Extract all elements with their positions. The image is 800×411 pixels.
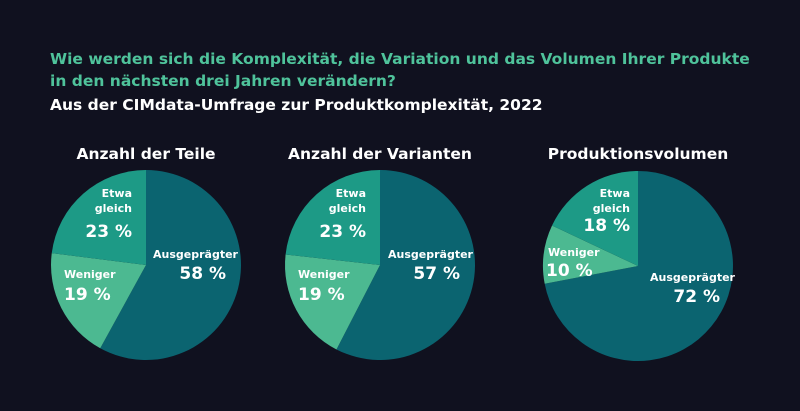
label-etwa-gleich: Etwa gleich: [328, 187, 366, 215]
pie-slice-ausgepr-gter: [100, 170, 241, 360]
pie-slice-etwa-gleich: [552, 171, 638, 266]
label-etwa-gleich: Etwa gleich: [94, 187, 132, 215]
value-etwa-gleich: 18 %: [583, 216, 630, 236]
pie-slice-weniger: [50, 253, 146, 349]
value-ausgepraegter: 72 %: [673, 287, 720, 307]
label-weniger: Weniger: [64, 268, 116, 281]
pie-slice-etwa-gleich: [51, 170, 147, 265]
label-etwa-gleich: Etwa gleich: [592, 187, 630, 215]
label-ausgepraegter: Ausgeprägter: [153, 248, 238, 261]
label-weniger: Weniger: [548, 246, 600, 259]
pie-title-teile: Anzahl der Teile: [76, 145, 216, 163]
label-ausgepraegter: Ausgeprägter: [650, 271, 735, 284]
pie-title-volumen: Produktionsvolumen: [547, 145, 729, 163]
value-ausgepraegter: 57 %: [413, 264, 460, 284]
pie-slice-etwa-gleich: [285, 170, 380, 265]
pie-slice-ausgepr-gter: [336, 170, 476, 360]
value-etwa-gleich: 23 %: [85, 222, 132, 242]
pie-slice-ausgepr-gter: [544, 171, 734, 361]
pie-slice-weniger: [543, 225, 638, 284]
value-ausgepraegter: 58 %: [179, 264, 226, 284]
value-weniger: 10 %: [546, 261, 593, 281]
subtitle: Aus der CIMdata-Umfrage zur Produktkompl…: [50, 96, 543, 114]
value-weniger: 19 %: [64, 285, 111, 305]
pie-slice-weniger: [285, 254, 380, 350]
label-ausgepraegter: Ausgeprägter: [388, 248, 473, 261]
value-weniger: 19 %: [298, 285, 345, 305]
label-weniger: Weniger: [298, 268, 350, 281]
pie-title-varianten: Anzahl der Varianten: [288, 145, 472, 163]
question-title: Wie werden sich die Komplexität, die Var…: [50, 50, 750, 90]
value-etwa-gleich: 23 %: [319, 222, 366, 242]
